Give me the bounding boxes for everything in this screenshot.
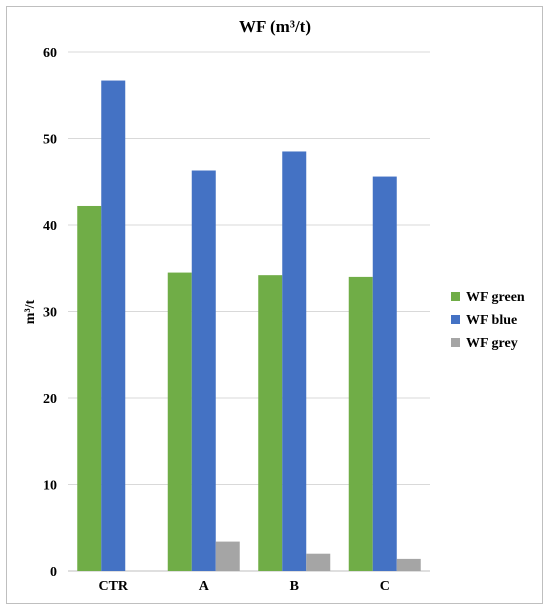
bar-wf-blue-b xyxy=(282,151,307,571)
legend-label: WF blue xyxy=(466,313,517,328)
y-tick-label: 40 xyxy=(43,219,57,234)
bar-wf-grey-b xyxy=(306,553,331,571)
y-tick-label: 10 xyxy=(43,479,57,494)
x-tick-label: A xyxy=(199,579,210,594)
legend-swatch xyxy=(451,338,460,347)
bar-wf-green-ctr xyxy=(77,205,102,571)
legend-swatch xyxy=(451,292,460,301)
legend-swatch xyxy=(451,315,460,324)
x-tick-label: C xyxy=(380,579,390,594)
bar-wf-blue-a xyxy=(191,170,216,571)
y-tick-label: 60 xyxy=(43,46,57,61)
bar-wf-grey-a xyxy=(215,541,240,571)
legend-label: WF grey xyxy=(466,336,518,351)
x-tick-label: B xyxy=(290,579,299,594)
bar-wf-green-a xyxy=(167,272,192,571)
bar-wf-grey-c xyxy=(396,558,421,571)
chart-title: WF (m³/t) xyxy=(239,17,311,36)
bar-wf-green-b xyxy=(258,275,283,571)
y-tick-label: 0 xyxy=(50,565,57,580)
legend-label: WF green xyxy=(466,290,525,305)
y-tick-label: 20 xyxy=(43,392,57,407)
bar-wf-green-c xyxy=(348,276,373,571)
bar-wf-blue-ctr xyxy=(101,80,126,572)
x-tick-label: CTR xyxy=(98,579,128,594)
y-axis-label: m³/t xyxy=(23,299,38,324)
y-tick-label: 30 xyxy=(43,306,57,321)
bar-wf-blue-c xyxy=(372,176,397,571)
y-tick-label: 50 xyxy=(43,133,57,148)
